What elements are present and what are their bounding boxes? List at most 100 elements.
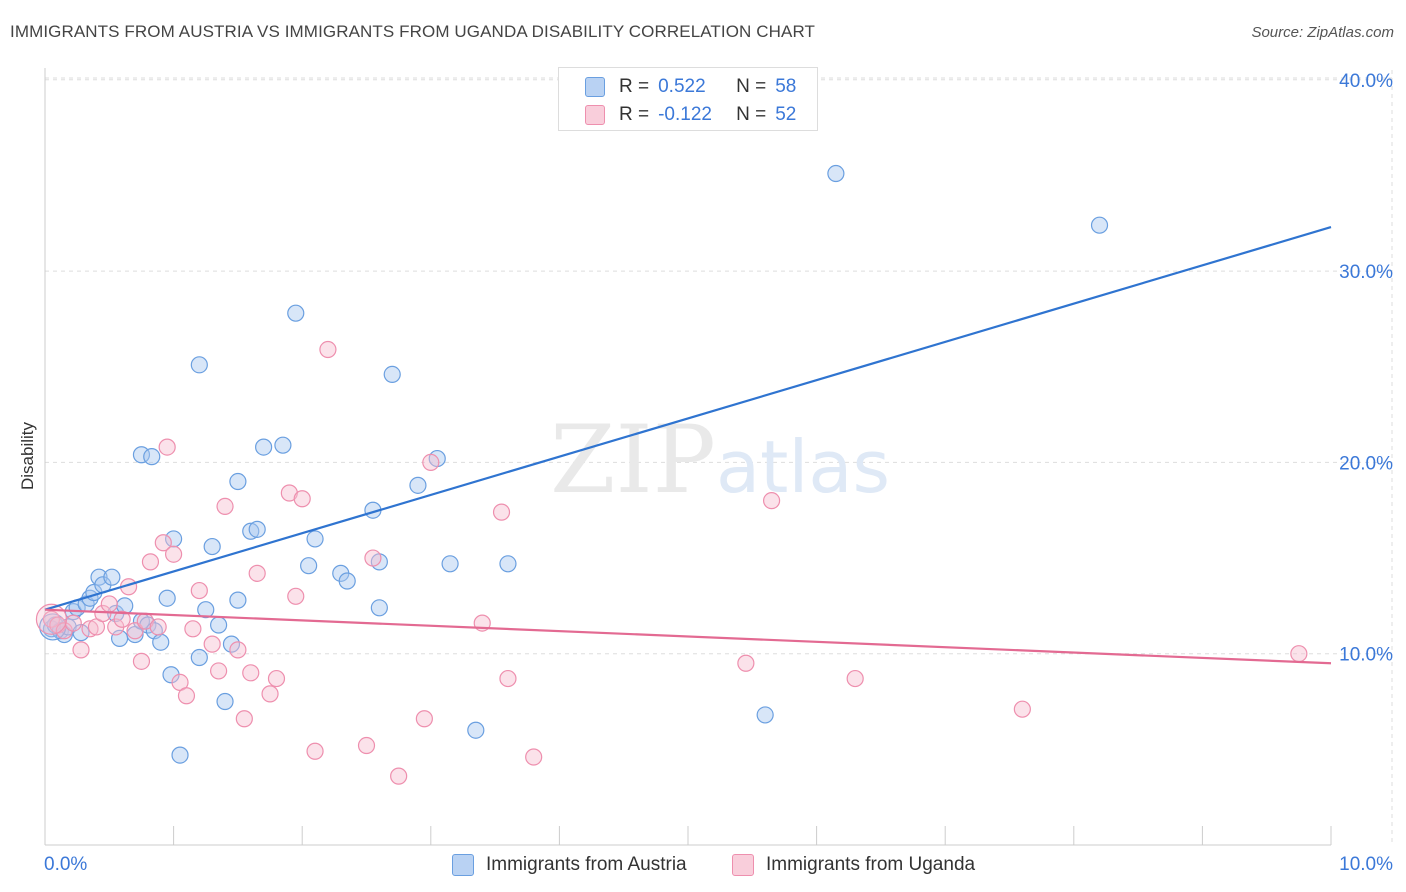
legend-swatch-uganda (585, 105, 605, 125)
data-point-austria (197, 601, 215, 619)
data-point-uganda (525, 748, 543, 766)
data-point-austria (827, 164, 845, 183)
data-point-uganda (81, 620, 99, 638)
data-point-uganda (64, 614, 82, 632)
y-tick-label: 10.0% (1339, 645, 1393, 666)
data-point-uganda (762, 492, 781, 510)
legend-r-value-uganda: -0.122 (658, 104, 712, 125)
data-point-uganda-cluster (35, 603, 68, 635)
data-point-austria (287, 304, 305, 322)
data-point-uganda (293, 490, 311, 508)
data-point-austria (158, 589, 176, 607)
data-point-uganda (154, 534, 172, 552)
trend-line-austria (44, 226, 1332, 611)
data-point-uganda (141, 553, 160, 571)
data-point-austria (132, 446, 151, 464)
legend-swatch-austria (585, 77, 605, 97)
y-tick-label: 30.0% (1339, 262, 1393, 283)
data-point-uganda (113, 610, 131, 628)
data-point-austria (190, 356, 208, 374)
data-point-austria (242, 522, 260, 540)
data-point-uganda (261, 685, 279, 703)
data-point-uganda (190, 581, 208, 600)
data-point-austria (274, 436, 292, 454)
data-point-austria (467, 721, 485, 739)
data-point-uganda (422, 453, 440, 471)
bottom-legend-label-uganda: Immigrants from Uganda (766, 854, 976, 875)
grid-lines (45, 70, 1393, 845)
data-point-uganda (177, 687, 196, 705)
data-point-austria (248, 520, 266, 538)
legend-n-value-austria: 58 (775, 76, 797, 97)
data-point-uganda (390, 767, 408, 785)
data-point-austria (409, 476, 427, 494)
data-point-uganda (210, 662, 228, 680)
bottom-legend-swatch-austria (452, 854, 474, 876)
data-point-austria (499, 555, 517, 573)
y-tick-label: 20.0% (1339, 453, 1393, 474)
legend-r-label: R = (619, 104, 650, 125)
data-point-uganda (364, 549, 382, 567)
data-point-uganda (499, 669, 517, 688)
data-point-uganda (184, 620, 202, 638)
tick-labels: 10.0% 20.0% 30.0% 40.0% 0.0% 10.0% (44, 71, 1393, 875)
data-point-uganda (492, 503, 511, 521)
data-point-uganda (287, 587, 305, 605)
y-axis-label: Disability (18, 421, 37, 491)
bottom-legend-austria[interactable]: Immigrants from Austria (452, 852, 687, 878)
data-point-austria (300, 557, 318, 575)
data-point-austria (165, 530, 183, 548)
data-point-uganda (203, 635, 221, 653)
data-point-austria (210, 616, 228, 634)
source-label: Source: ZipAtlas.com (1251, 24, 1394, 41)
legend-r-label: R = (619, 76, 650, 97)
x-tick-label: 10.0% (1339, 854, 1393, 875)
data-point-austria (229, 591, 247, 609)
legend-r-value-austria: 0.522 (658, 76, 706, 97)
data-point-uganda (235, 710, 253, 728)
data-point-austria (103, 568, 121, 586)
data-point-austria (229, 472, 247, 491)
watermark-atlas: atlas (716, 425, 890, 509)
legend-n-value-uganda: 52 (775, 104, 797, 125)
y-tick-label: 40.0% (1339, 71, 1393, 92)
data-point-uganda (415, 710, 433, 728)
data-point-austria (306, 530, 324, 548)
correlation-legend: R = 0.522 N = 58 R = -0.122 N = 52 (558, 67, 818, 131)
data-point-uganda (149, 618, 167, 636)
chart-title: IMMIGRANTS FROM AUSTRIA VS IMMIGRANTS FR… (10, 22, 815, 41)
data-point-austria (216, 692, 234, 711)
data-point-uganda (242, 664, 260, 682)
data-point-uganda (846, 669, 864, 688)
watermark: ZIP atlas (550, 406, 890, 515)
data-point-uganda (319, 340, 337, 359)
data-point-uganda (165, 545, 183, 563)
data-point-austria (383, 365, 401, 384)
legend-row-austria: R = 0.522 N = 58 (585, 73, 796, 101)
data-point-austria (255, 438, 273, 456)
data-point-austria (222, 635, 241, 653)
data-point-uganda (267, 669, 286, 688)
data-point-uganda (229, 641, 247, 659)
data-point-uganda (306, 742, 324, 760)
data-point-austria (143, 448, 161, 466)
watermark-zip: ZIP (550, 406, 716, 515)
data-point-uganda (100, 595, 118, 613)
data-point-austria (152, 633, 170, 651)
legend-n-label: N = (736, 76, 767, 97)
axes (44, 68, 1332, 846)
data-point-uganda (737, 654, 755, 672)
data-point-austria (370, 599, 388, 617)
data-point-austria (441, 555, 459, 573)
trend-lines (44, 226, 1332, 665)
bottom-legend-swatch-uganda (732, 854, 754, 876)
data-point-austria (338, 572, 356, 590)
data-point-uganda (1290, 645, 1308, 663)
trend-line-uganda (44, 608, 1332, 665)
data-point-uganda (1013, 700, 1031, 718)
legend-n-label: N = (736, 104, 767, 125)
bottom-legend-uganda[interactable]: Immigrants from Uganda (732, 852, 975, 878)
data-point-austria (203, 537, 221, 556)
data-point-austria (1090, 216, 1109, 234)
